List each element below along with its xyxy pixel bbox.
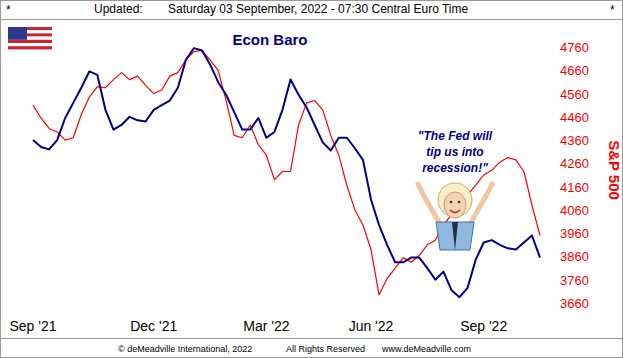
flag-canton — [8, 27, 27, 40]
y-tick-label: 4460 — [560, 110, 589, 125]
y-tick-label: 3860 — [560, 249, 589, 264]
y-tick-label: 3660 — [560, 296, 589, 311]
x-tick-label: Sep '21 — [9, 318, 56, 334]
cartoon-body — [436, 222, 474, 250]
x-tick-label: Sep '22 — [460, 318, 507, 334]
flag — [8, 27, 52, 49]
y-tick-label: 4560 — [560, 87, 589, 102]
header-mark: * — [610, 3, 615, 17]
annotation-line: tip us into — [426, 145, 483, 159]
chart-title: Econ Baro — [232, 31, 307, 48]
plot-area: S&P 500Econ Baro — [33, 48, 540, 297]
flag-stripe — [8, 46, 52, 49]
x-tick-label: Mar '22 — [243, 318, 289, 334]
y-tick-label: 3760 — [560, 273, 589, 288]
y-tick-label: 4260 — [560, 156, 589, 171]
y-tick-label: 3960 — [560, 226, 589, 241]
footer-copyright: © deMeadville International, 2022 — [118, 344, 252, 354]
series-line: Econ Baro — [33, 48, 540, 297]
x-tick-label: Jun '22 — [349, 318, 394, 334]
flag-stripe — [8, 40, 52, 43]
page-frame — [1, 1, 623, 358]
cartoon-arm — [470, 184, 492, 224]
cartoon-eye — [450, 201, 453, 204]
x-tick-label: Dec '21 — [130, 318, 177, 334]
header-timestamp: Saturday 03 September, 2022 - 07:30 Cent… — [168, 2, 469, 16]
header-label: Updated: — [94, 2, 143, 16]
cartoon-face — [444, 192, 466, 218]
y-tick-label: 4360 — [560, 133, 589, 148]
y-tick-label: 4160 — [560, 180, 589, 195]
footer-rule — [0, 338, 623, 339]
cartoon-mouth — [450, 210, 460, 213]
cartoon — [418, 183, 492, 250]
annotation-line: "The Fed will — [418, 129, 493, 143]
cartoon-arm — [418, 184, 440, 224]
cartoon-shirt — [452, 222, 458, 250]
y-tick-label: 4660 — [560, 63, 589, 78]
cartoon-eye — [458, 201, 461, 204]
series-line: S&P 500 — [33, 50, 540, 294]
annotation-line: recession!" — [422, 161, 488, 175]
header-mark: * — [6, 3, 11, 17]
y-axis-label: S&P 500 — [606, 140, 623, 200]
cartoon-hair — [438, 183, 472, 217]
footer-website: www.deMeadville.com — [381, 344, 471, 354]
header-rule — [0, 19, 623, 20]
y-tick-label: 4760 — [560, 40, 589, 55]
annotation: "The Fed will tip us into recession!" — [418, 129, 493, 175]
y-tick-label: 4060 — [560, 203, 589, 218]
flag-stripe — [8, 43, 52, 46]
footer-rights: All Rights Reserved — [286, 344, 365, 354]
chart-root: * Updated: Saturday 03 September, 2022 - 0… — [0, 0, 623, 358]
